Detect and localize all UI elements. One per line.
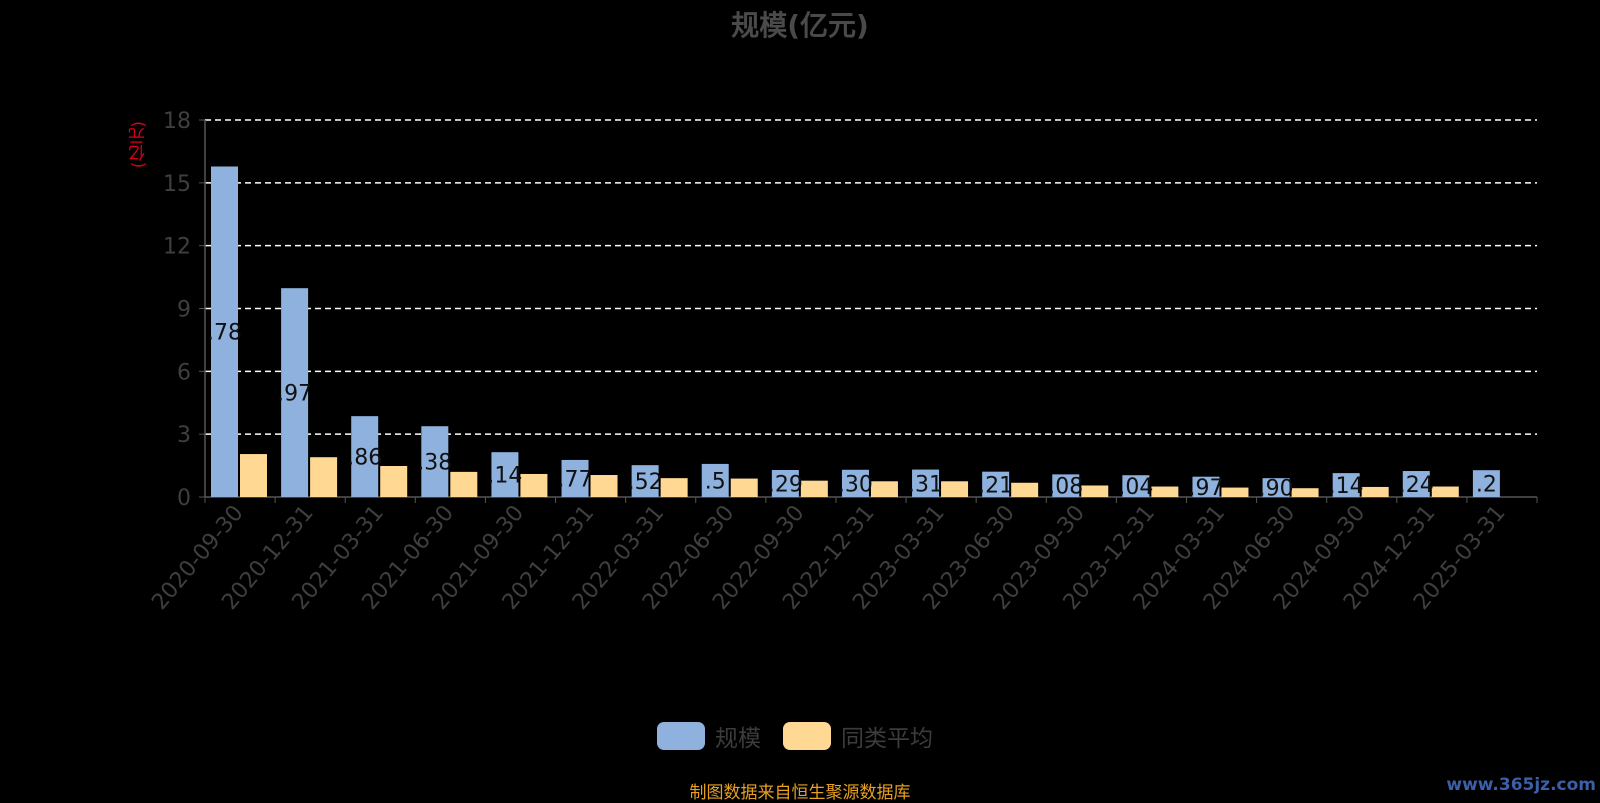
bar-peer-average xyxy=(1081,485,1109,497)
bar-scale xyxy=(351,416,379,497)
bar-peer-average xyxy=(310,457,338,497)
y-tick-label: 6 xyxy=(177,360,191,385)
y-tick-label: 12 xyxy=(163,235,191,260)
bar-peer-average xyxy=(1011,482,1039,497)
bar-scale xyxy=(281,288,309,497)
bar-peer-average xyxy=(380,466,408,497)
bar-data-label: .78 xyxy=(207,321,242,346)
bar-data-label: .77 xyxy=(558,467,593,492)
bar-data-label: .38 xyxy=(417,451,452,476)
bar-data-label: .29 xyxy=(768,472,803,497)
bar-scale xyxy=(211,166,238,497)
bar-data-label: .90 xyxy=(1259,477,1294,502)
bar-scale xyxy=(491,452,519,497)
bar-data-label: .86 xyxy=(347,446,382,471)
bar-peer-average xyxy=(450,471,478,497)
bar-peer-average xyxy=(1221,487,1249,497)
bar-data-label: .24 xyxy=(1399,473,1434,498)
bar-peer-average xyxy=(730,478,758,497)
legend-label-peer-average[interactable]: 同类平均 xyxy=(841,726,933,752)
bar-peer-average xyxy=(1361,486,1389,497)
legend-swatch-scale[interactable] xyxy=(657,722,705,750)
bar-scale xyxy=(1472,470,1500,497)
chart-title: 规模(亿元) xyxy=(731,9,869,42)
bar-data-label: .30 xyxy=(838,472,873,497)
bar-peer-average xyxy=(590,475,618,497)
legend-label-scale[interactable]: 规模 xyxy=(715,726,761,752)
bar-data-label: .14 xyxy=(1329,474,1364,499)
bar-peer-average xyxy=(1151,486,1179,497)
bar-data-label: .21 xyxy=(978,473,1013,498)
bar-data-label: .52 xyxy=(628,470,663,495)
bar-scale xyxy=(841,469,869,497)
bar-scale xyxy=(631,465,659,497)
bar-data-label: .97 xyxy=(277,382,312,407)
bar-scale xyxy=(912,469,940,497)
bar-data-label: .2 xyxy=(1476,473,1497,498)
data-source-note: 制图数据来自恒生聚源数据库 xyxy=(689,783,911,803)
bar-peer-average xyxy=(1431,486,1459,497)
bar-scale xyxy=(982,471,1010,497)
bar-scale xyxy=(1332,473,1360,497)
bar-peer-average xyxy=(520,473,548,497)
bar-peer-average xyxy=(240,454,267,497)
bar-scale xyxy=(1122,475,1150,497)
y-tick-label: 9 xyxy=(177,298,191,323)
bar-data-label: .5 xyxy=(705,469,726,494)
bar-peer-average xyxy=(800,480,828,497)
legend-swatch-peer-average[interactable] xyxy=(783,722,831,750)
y-tick-label: 3 xyxy=(177,423,191,448)
bar-scale xyxy=(421,426,449,497)
y-tick-label: 0 xyxy=(177,486,191,511)
bar-peer-average xyxy=(941,481,969,497)
y-tick-label: 15 xyxy=(163,172,191,197)
watermark: www.365jz.com xyxy=(1446,775,1596,795)
bar-data-label: .04 xyxy=(1118,475,1153,500)
bar-peer-average xyxy=(660,478,688,497)
bar-scale xyxy=(1402,471,1430,497)
legend: 规模 同类平均 xyxy=(657,719,933,753)
bar-data-label: .31 xyxy=(908,472,943,497)
y-tick-label: 18 xyxy=(163,109,191,134)
bar-scale xyxy=(771,469,799,497)
bar-scale xyxy=(561,459,589,497)
bar-data-label: .97 xyxy=(1188,476,1223,501)
bar-scale xyxy=(1192,476,1220,497)
bar-peer-average xyxy=(870,481,898,497)
bar-peer-average xyxy=(1291,488,1319,497)
bar-scale xyxy=(1262,478,1290,497)
bar-scale xyxy=(1052,474,1080,497)
bar-scale xyxy=(701,463,729,497)
bar-data-label: .08 xyxy=(1048,475,1083,500)
bar-data-label: .14 xyxy=(487,464,522,489)
